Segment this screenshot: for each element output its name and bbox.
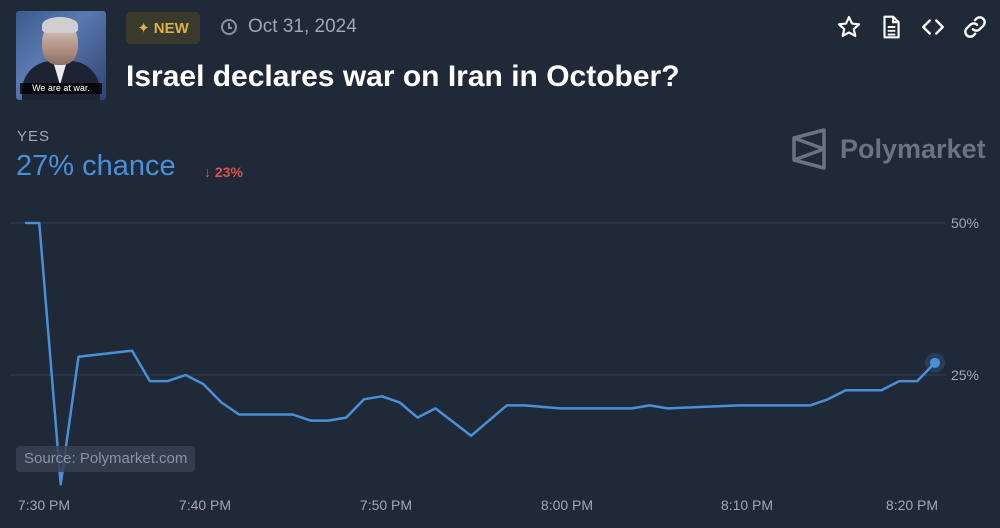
outcome-label: YES bbox=[17, 128, 51, 145]
polymarket-logo-icon bbox=[792, 128, 826, 170]
x-tick-label: 7:50 PM bbox=[360, 497, 412, 513]
y-tick-label: 25% bbox=[951, 367, 979, 383]
x-axis: 7:30 PM 7:40 PM 7:50 PM 8:00 PM 8:10 PM 8:20 … bbox=[18, 497, 938, 513]
y-axis: 50% 25% bbox=[951, 215, 979, 383]
market-thumbnail: We are at war. bbox=[16, 11, 106, 100]
document-icon[interactable] bbox=[878, 14, 904, 40]
polymarket-logo: Polymarket bbox=[790, 128, 986, 170]
current-point bbox=[930, 357, 940, 368]
chart-series bbox=[25, 221, 945, 486]
x-tick-label: 8:10 PM bbox=[721, 497, 773, 513]
series-line bbox=[25, 221, 936, 486]
market-date: Oct 31, 2024 bbox=[248, 16, 357, 37]
thumbnail-hair bbox=[42, 17, 78, 33]
x-tick-label: 7:40 PM bbox=[179, 497, 231, 513]
outcome-chance: 27% chance bbox=[16, 150, 176, 182]
chart-grid bbox=[10, 222, 945, 376]
x-tick-label: 7:30 PM bbox=[18, 497, 70, 513]
link-icon[interactable] bbox=[962, 14, 988, 40]
x-tick-label: 8:20 PM bbox=[886, 497, 938, 513]
code-icon[interactable] bbox=[920, 14, 946, 40]
thumbnail-caption: We are at war. bbox=[20, 83, 102, 94]
change-value: 23% bbox=[214, 164, 243, 180]
badge-label: NEW bbox=[153, 19, 189, 37]
x-tick-label: 8:00 PM bbox=[541, 497, 593, 513]
y-tick-label: 50% bbox=[951, 215, 979, 231]
arrow-down-icon: ↓ bbox=[204, 164, 211, 180]
market-title: Israel declares war on Iran in October? bbox=[126, 60, 680, 93]
polymarket-logo-text: Polymarket bbox=[840, 133, 986, 164]
star-icon[interactable] bbox=[836, 14, 862, 40]
clock-icon bbox=[221, 19, 237, 35]
sparkle-icon: ✦ bbox=[137, 20, 150, 37]
new-badge: ✦ NEW bbox=[126, 12, 200, 44]
header-actions bbox=[836, 14, 988, 40]
outcome-change: ↓ 23% bbox=[204, 164, 243, 180]
source-label: Source: Polymarket.com bbox=[16, 446, 196, 472]
